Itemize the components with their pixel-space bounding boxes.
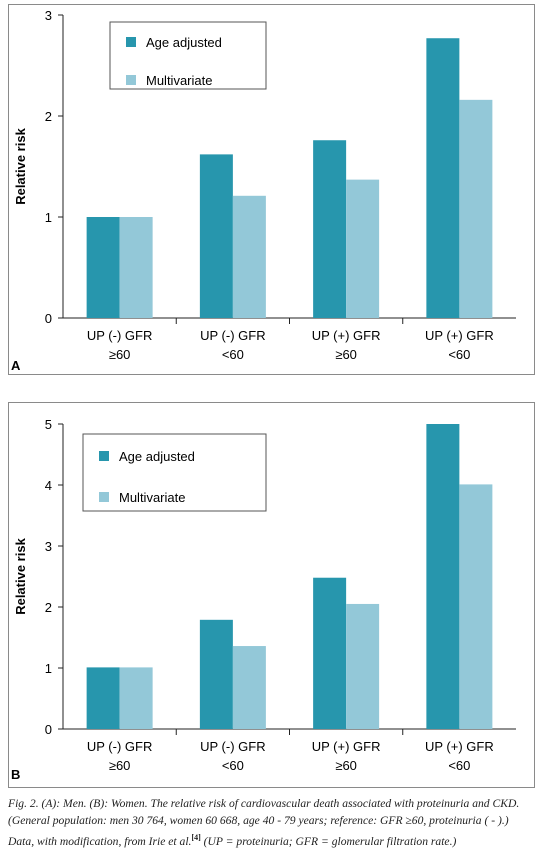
bar-age-adjusted-1 — [199, 154, 233, 318]
x-tick-label-3-1: <60 — [448, 758, 470, 773]
y-tick-label-1: 1 — [45, 210, 52, 225]
legend-label-1: Multivariate — [119, 490, 185, 505]
bar-age-adjusted-3 — [426, 424, 460, 729]
y-tick-label-0: 0 — [45, 311, 52, 326]
x-tick-label-3-0: UP (+) GFR — [425, 739, 494, 754]
bar-multivariate-1 — [232, 195, 266, 318]
x-tick-label-2-0: UP (+) GFR — [312, 328, 381, 343]
caption-reference: [4] — [191, 833, 201, 842]
bar-multivariate-2 — [346, 179, 380, 318]
bar-age-adjusted-0 — [86, 217, 120, 318]
y-axis-title: Relative risk — [13, 537, 28, 614]
y-axis-title: Relative risk — [13, 127, 28, 204]
bar-multivariate-0 — [119, 217, 153, 318]
chart-panel-b: 0 1 2 3 4 5 Relative risk UP (-) GFR ≥60 UP (-) G… — [8, 402, 535, 788]
legend-label-0: Age adjusted — [119, 449, 195, 464]
caption-abbreviations: (UP = proteinuria; GFR = glomerular filt… — [200, 834, 457, 848]
figure-caption: Fig. 2. (A): Men. (B): Women. The relati… — [8, 795, 535, 850]
legend-swatch-0 — [126, 37, 136, 47]
x-tick-label-0-1: ≥60 — [109, 347, 131, 362]
x-tick-label-2-1: ≥60 — [335, 347, 357, 362]
y-tick-label-1: 1 — [45, 661, 52, 676]
y-tick-label-0: 0 — [45, 722, 52, 737]
x-tick-label-0-0: UP (-) GFR — [87, 739, 152, 754]
y-tick-label-2: 2 — [45, 600, 52, 615]
x-tick-label-2-0: UP (+) GFR — [312, 739, 381, 754]
caption-text: Fig. 2. (A): Men. (B): Women. The relati… — [8, 797, 520, 848]
bar-multivariate-2 — [346, 603, 380, 729]
bar-multivariate-3 — [459, 484, 493, 729]
x-tick-label-0-0: UP (-) GFR — [87, 328, 152, 343]
legend-swatch-1 — [126, 75, 136, 85]
x-tick-label-3-0: UP (+) GFR — [425, 328, 494, 343]
legend-swatch-1 — [99, 492, 109, 502]
relative-risk-men-chart: 0 1 2 3 Relative risk UP (-) GFR ≥60 UP (-) GFR… — [11, 8, 516, 373]
x-tick-label-1-0: UP (-) GFR — [200, 739, 265, 754]
bar-multivariate-3 — [459, 99, 493, 318]
y-tick-label-3: 3 — [45, 539, 52, 554]
x-tick-label-2-1: ≥60 — [335, 758, 357, 773]
panel-label: A — [11, 358, 21, 373]
bar-age-adjusted-2 — [313, 577, 347, 729]
panel-label: B — [11, 767, 20, 782]
legend-box — [82, 433, 267, 512]
x-tick-label-0-1: ≥60 — [109, 758, 131, 773]
bar-age-adjusted-0 — [86, 667, 120, 729]
bar-multivariate-0 — [119, 667, 153, 729]
legend-label-1: Multivariate — [146, 73, 212, 88]
bar-multivariate-1 — [232, 646, 266, 729]
y-tick-label-2: 2 — [45, 109, 52, 124]
x-tick-label-1-1: <60 — [222, 758, 244, 773]
x-tick-label-1-1: <60 — [222, 347, 244, 362]
bar-age-adjusted-3 — [426, 38, 460, 318]
x-tick-label-1-0: UP (-) GFR — [200, 328, 265, 343]
x-tick-label-3-1: <60 — [448, 347, 470, 362]
y-tick-label-3: 3 — [45, 8, 52, 23]
legend-swatch-0 — [99, 451, 109, 461]
legend-label-0: Age adjusted — [146, 35, 222, 50]
chart-panel-a: 0 1 2 3 Relative risk UP (-) GFR ≥60 UP (-) GFR… — [8, 4, 535, 375]
y-tick-label-4: 4 — [45, 478, 52, 493]
bar-age-adjusted-1 — [199, 619, 233, 729]
relative-risk-women-chart: 0 1 2 3 4 5 Relative risk UP (-) GFR ≥60 UP (-) G… — [11, 417, 516, 782]
y-tick-label-5: 5 — [45, 417, 52, 432]
bar-age-adjusted-2 — [313, 140, 347, 318]
